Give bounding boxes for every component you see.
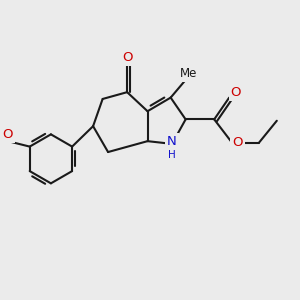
Text: O: O xyxy=(2,128,13,141)
Text: O: O xyxy=(232,136,243,149)
Text: N: N xyxy=(167,135,177,148)
Text: O: O xyxy=(231,86,241,99)
Text: Me: Me xyxy=(180,67,198,80)
Text: O: O xyxy=(122,51,132,64)
Text: H: H xyxy=(168,150,176,160)
